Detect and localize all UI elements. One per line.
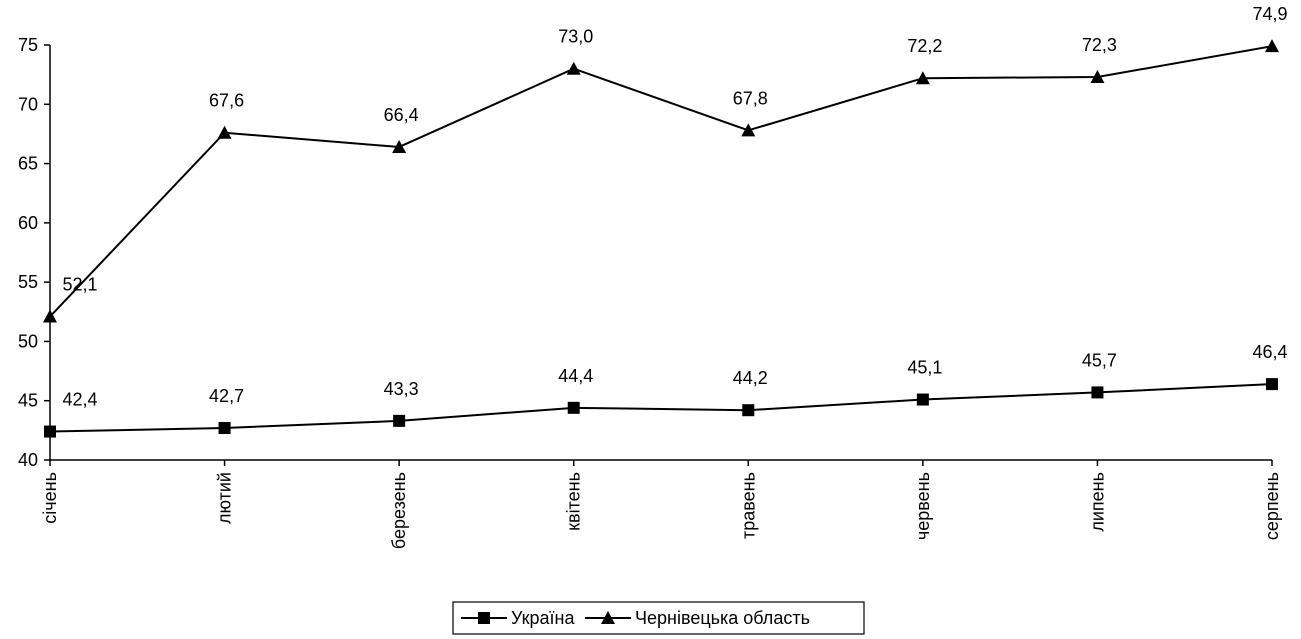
x-tick-label: травень: [738, 472, 758, 539]
data-label: 44,2: [733, 368, 768, 388]
y-tick-label: 55: [18, 272, 38, 292]
legend-label-1: Україна: [511, 608, 575, 628]
data-label: 46,4: [1252, 342, 1287, 362]
data-label: 45,1: [907, 358, 942, 378]
data-point: [217, 125, 232, 139]
data-point: [44, 425, 56, 438]
series-line-2: [49, 45, 1273, 318]
legend-marker-1: [478, 612, 490, 624]
data-point: [1265, 39, 1279, 53]
data-label: 73,0: [558, 27, 593, 47]
x-tick-label: лютий: [215, 472, 235, 524]
y-tick-label: 65: [18, 154, 38, 174]
x-tick-label: березень: [389, 472, 409, 549]
data-point: [393, 414, 406, 427]
x-tick-label: січень: [40, 472, 60, 524]
series-line-1: [49, 383, 1273, 433]
data-point: [1090, 70, 1105, 84]
data-label: 66,4: [384, 105, 419, 125]
x-tick-label: липень: [1087, 472, 1107, 532]
data-label: 67,6: [209, 91, 244, 111]
data-point: [392, 139, 407, 153]
data-point: [916, 393, 929, 406]
x-axis: січень лютий березень квітень травень червень…: [40, 459, 1282, 549]
data-point: [1091, 386, 1104, 399]
x-tick-label: червень: [913, 472, 933, 540]
data-point: [43, 309, 57, 323]
data-point: [566, 61, 581, 75]
y-tick-label: 40: [18, 450, 38, 470]
y-tick-label: 45: [18, 391, 38, 411]
legend-box: [452, 601, 865, 635]
data-label: 72,2: [907, 36, 942, 56]
data-labels: 42,4 42,7 43,3 44,4 44,2 45,1 45,7 46,4 52,1 67,6…: [62, 4, 1287, 409]
data-point: [741, 123, 756, 137]
y-tick-label: 50: [18, 331, 38, 351]
data-label: 72,3: [1082, 35, 1117, 55]
data-label: 42,7: [209, 386, 244, 406]
data-label: 45,7: [1082, 350, 1117, 370]
y-tick-label: 70: [18, 94, 38, 114]
data-point: [915, 71, 930, 85]
y-tick-label: 60: [18, 213, 38, 233]
data-label: 44,4: [558, 366, 593, 386]
data-label: 43,3: [384, 379, 419, 399]
series-layer: [43, 39, 1279, 438]
data-point: [742, 404, 755, 417]
x-tick-label: квітень: [564, 472, 584, 531]
data-point: [1266, 378, 1278, 391]
y-axis: 40 45 50 55 60 65 70 75: [18, 35, 51, 470]
x-tick-label: серпень: [1262, 472, 1282, 540]
data-label: 52,1: [62, 275, 97, 295]
legend-marker-2: [601, 611, 615, 624]
data-label: 74,9: [1252, 4, 1287, 24]
legend-label-2: Чернівецька область: [635, 608, 810, 628]
legend: Україна Чернівецька область: [452, 601, 865, 635]
data-point: [567, 401, 580, 414]
data-label: 42,4: [62, 390, 97, 410]
data-point: [218, 421, 231, 434]
data-label: 67,8: [733, 88, 768, 108]
y-tick-label: 75: [18, 35, 38, 55]
